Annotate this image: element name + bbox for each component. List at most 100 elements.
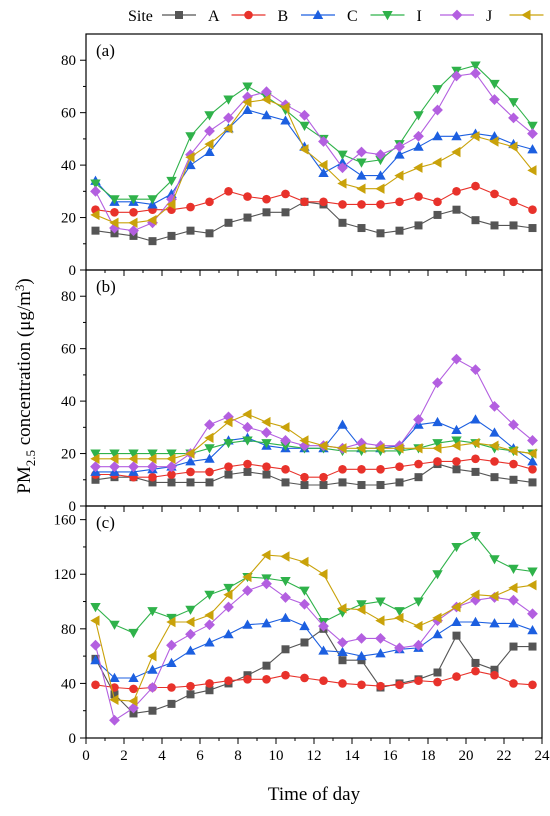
point-B	[433, 677, 442, 687]
legend-marker	[244, 10, 253, 20]
series-line-J	[95, 72, 533, 232]
point-J	[299, 598, 310, 610]
point-C	[375, 648, 386, 658]
point-I	[413, 111, 424, 121]
point-A	[243, 467, 252, 476]
point-A	[281, 645, 290, 654]
point-J	[432, 104, 443, 116]
point-I	[223, 583, 234, 594]
point-A	[490, 221, 499, 230]
x-tick-label: 18	[421, 748, 436, 764]
point-B	[148, 472, 157, 482]
point-I	[90, 449, 101, 459]
point-B	[528, 205, 537, 214]
panel-label: (c)	[96, 513, 115, 532]
point-A	[224, 470, 233, 479]
point-C	[356, 170, 367, 180]
point-I	[432, 439, 443, 449]
point-C	[280, 612, 291, 622]
point-J	[185, 628, 196, 640]
legend-label: C	[347, 8, 358, 25]
point-K	[318, 569, 328, 580]
point-A	[224, 218, 233, 227]
point-C	[204, 453, 215, 463]
point-K	[337, 443, 347, 454]
point-K	[185, 152, 195, 163]
legend-marker	[521, 9, 531, 21]
point-I	[109, 620, 120, 630]
point-K	[432, 612, 442, 624]
point-B	[395, 197, 404, 207]
point-I	[470, 61, 481, 71]
point-C	[90, 655, 101, 665]
point-I	[489, 79, 500, 90]
point-A	[395, 226, 404, 235]
point-J	[508, 594, 519, 606]
point-J	[299, 440, 310, 452]
point-I	[128, 449, 139, 459]
point-B	[452, 187, 461, 196]
y-tick-label: 60	[61, 342, 76, 358]
point-B	[205, 197, 214, 207]
point-B	[300, 197, 309, 207]
point-B	[357, 680, 366, 690]
point-I	[223, 95, 234, 105]
point-I	[356, 158, 367, 168]
point-B	[224, 187, 233, 196]
point-I	[185, 132, 196, 142]
point-C	[223, 629, 234, 639]
point-K	[489, 590, 499, 602]
point-K	[470, 131, 480, 142]
point-C	[432, 416, 443, 427]
point-J	[261, 578, 272, 590]
y-tick-label: 40	[61, 158, 76, 174]
point-J	[299, 109, 310, 121]
point-C	[527, 624, 538, 635]
series-line-I	[95, 439, 533, 455]
point-A	[433, 668, 442, 677]
point-B	[471, 454, 480, 464]
point-C	[318, 645, 329, 655]
point-B	[167, 683, 176, 692]
x-tick-label: 22	[497, 748, 512, 764]
point-J	[90, 639, 101, 651]
point-K	[280, 102, 290, 113]
point-I	[204, 111, 215, 121]
point-J	[356, 146, 367, 158]
point-I	[413, 597, 424, 607]
point-B	[224, 676, 233, 685]
point-B	[129, 684, 138, 694]
point-K	[109, 217, 119, 228]
point-B	[471, 666, 480, 676]
point-J	[527, 128, 538, 140]
series-B	[91, 666, 537, 694]
point-A	[129, 709, 138, 718]
point-I	[527, 121, 538, 131]
point-A	[91, 475, 100, 484]
series-line-I	[95, 64, 533, 200]
x-tick-label: 14	[345, 748, 361, 764]
y-tick-label: 0	[69, 499, 77, 515]
point-I	[451, 542, 462, 553]
point-K	[489, 136, 499, 147]
point-J	[318, 620, 329, 632]
series-J	[90, 353, 538, 473]
point-J	[128, 461, 139, 473]
y-title-middle: concentration (μg/m	[14, 291, 35, 450]
series-line-J	[94, 583, 533, 722]
point-A	[110, 690, 119, 699]
point-C	[166, 188, 177, 198]
point-K	[185, 448, 195, 459]
point-B	[338, 200, 347, 209]
y-title-prefix: PM	[14, 466, 35, 494]
point-K	[128, 695, 138, 707]
legend-item-I: I	[370, 8, 422, 25]
point-A	[243, 213, 252, 222]
point-K	[90, 615, 100, 626]
point-A	[300, 638, 309, 647]
y-tick-label: 0	[69, 731, 77, 747]
point-B	[205, 679, 214, 688]
point-I	[375, 155, 386, 166]
x-axis-tick-labels: 0 2 4 6 8 10 12 14 16 18 20 22 24	[82, 748, 550, 764]
point-J	[451, 70, 462, 82]
